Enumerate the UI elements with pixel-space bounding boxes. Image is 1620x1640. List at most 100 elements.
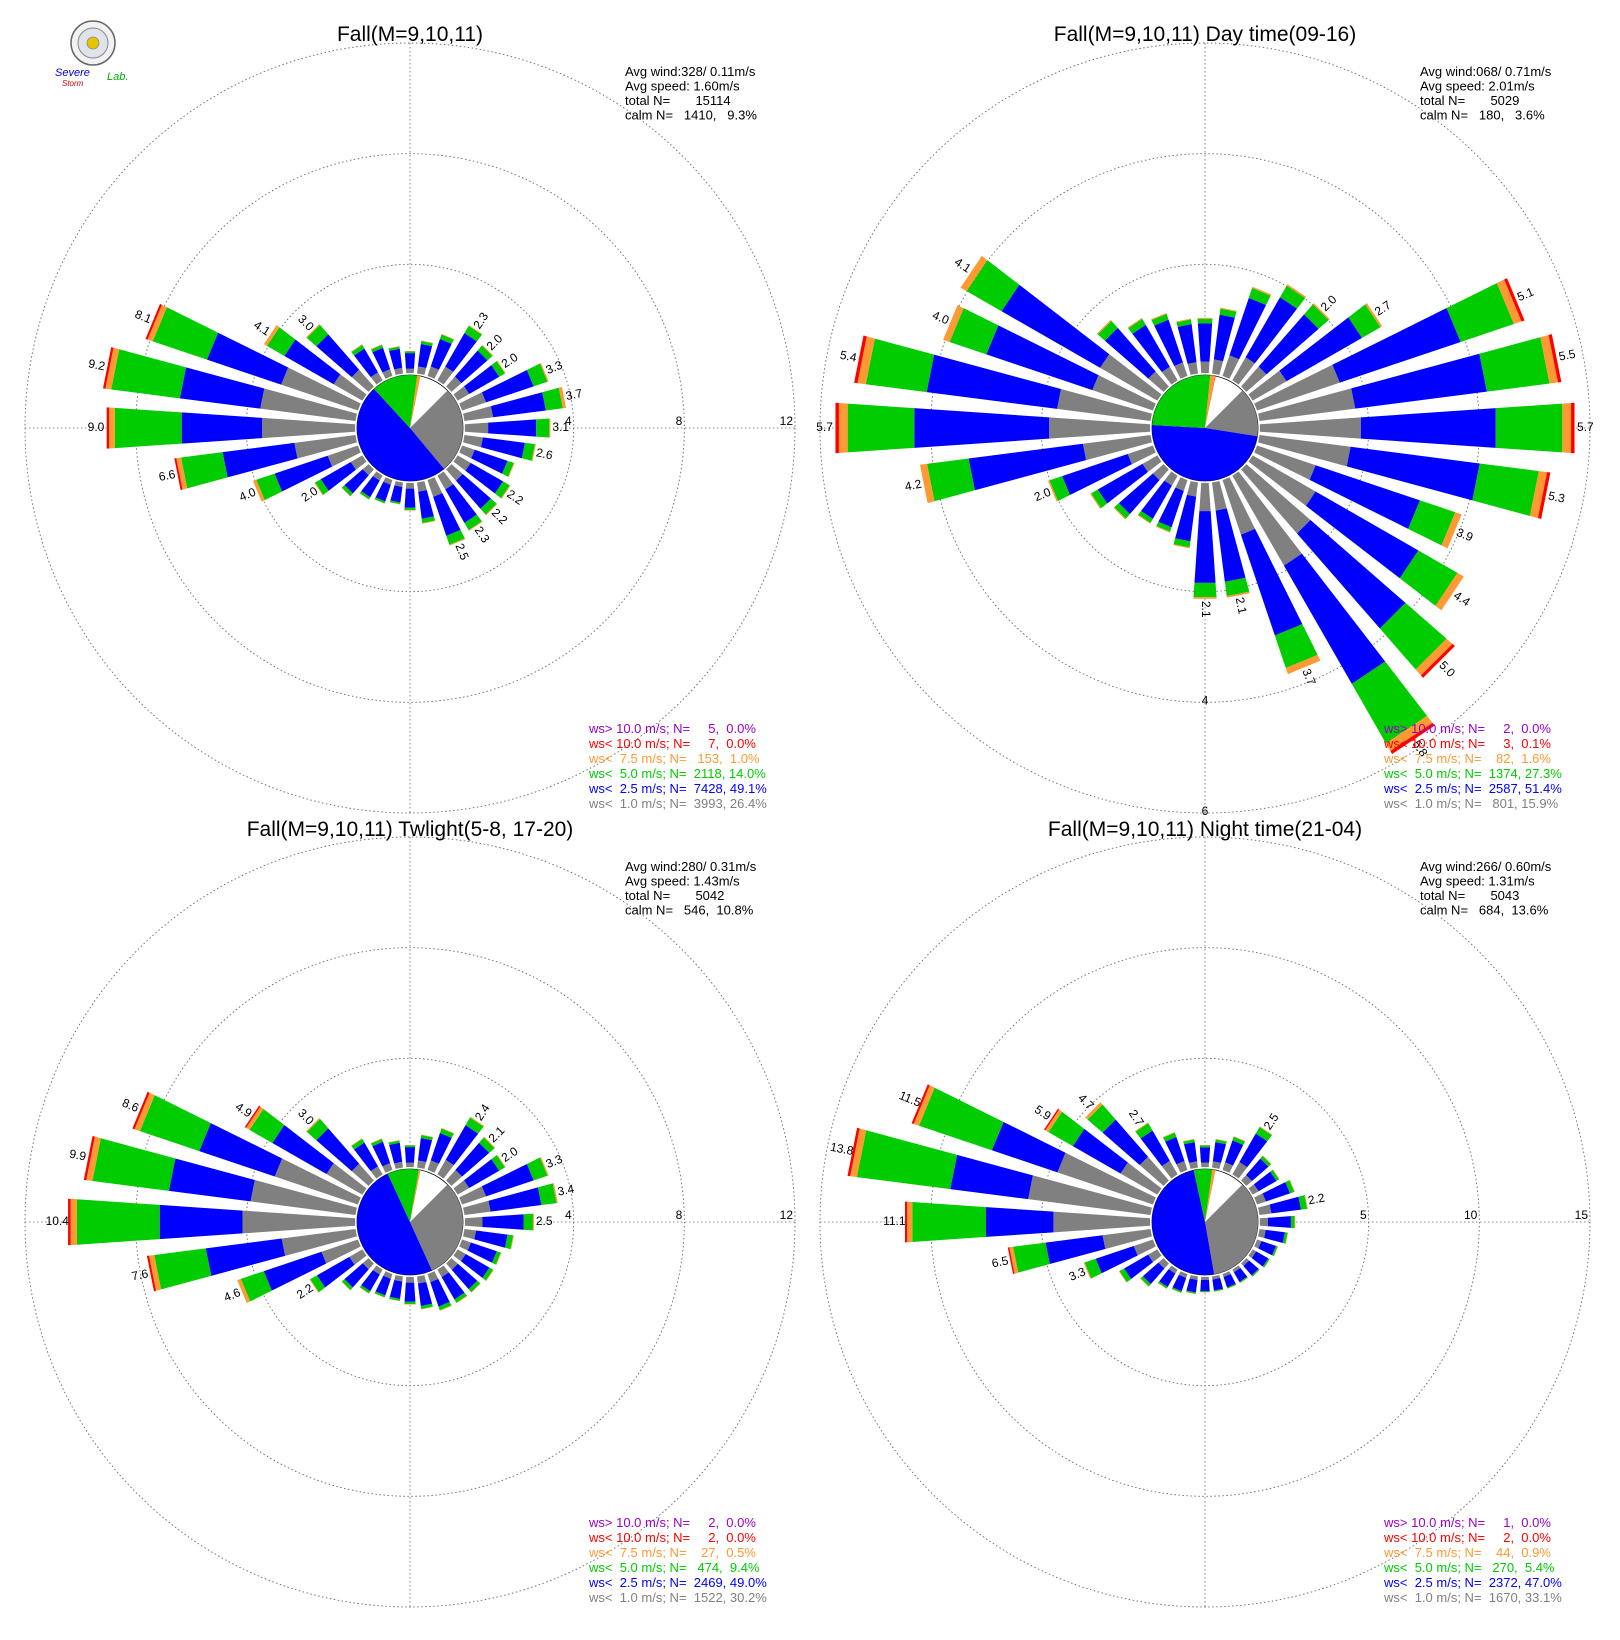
petal-segment bbox=[483, 1136, 496, 1149]
petal-segment bbox=[1222, 355, 1240, 379]
petal-segment bbox=[558, 386, 567, 409]
petal bbox=[1096, 319, 1169, 392]
petal bbox=[1258, 1229, 1289, 1244]
petal-segment bbox=[437, 366, 454, 385]
petal bbox=[359, 471, 383, 500]
petal bbox=[1241, 1155, 1272, 1186]
petal-segment bbox=[1161, 366, 1178, 385]
petal-segment bbox=[985, 1207, 1054, 1237]
petal-segment bbox=[1200, 1290, 1210, 1293]
petal-segment bbox=[427, 1160, 439, 1173]
petal-segment bbox=[1435, 572, 1464, 611]
petal-segment bbox=[1199, 1147, 1211, 1163]
petal bbox=[1044, 1108, 1162, 1195]
petal-segment bbox=[1272, 1245, 1278, 1257]
petal-segment bbox=[1286, 284, 1307, 299]
petal-segment bbox=[1495, 403, 1563, 453]
petal-segment bbox=[463, 1229, 477, 1240]
petal-segment bbox=[1248, 1184, 1259, 1195]
petal-segment bbox=[370, 372, 383, 385]
petal-segment bbox=[1171, 1288, 1182, 1294]
pie-slice bbox=[357, 1173, 432, 1275]
petal-segment bbox=[539, 1156, 549, 1176]
petal-segment bbox=[1529, 471, 1548, 519]
petal bbox=[1212, 1275, 1224, 1292]
petal-segment bbox=[441, 1127, 455, 1134]
petal-segment bbox=[521, 442, 535, 461]
pie-slice bbox=[1152, 375, 1211, 428]
petal-segment bbox=[1212, 1275, 1221, 1280]
petal bbox=[1090, 455, 1162, 509]
petal-segment bbox=[404, 1145, 416, 1148]
petal-segment bbox=[1183, 1139, 1195, 1145]
petal-segment bbox=[918, 1087, 1004, 1151]
petal-segment bbox=[835, 402, 839, 454]
petal-segment bbox=[1251, 1268, 1260, 1277]
stats-line: calm N= 180, 3.6% bbox=[1420, 108, 1545, 123]
pie-slice bbox=[410, 1169, 421, 1222]
petal-segment bbox=[417, 481, 427, 492]
petal-segment bbox=[445, 1125, 479, 1166]
petal bbox=[1248, 1249, 1270, 1268]
legend-entry: ws> 10.0 m/s; N= 2, 0.0% bbox=[1383, 721, 1551, 736]
petal-segment bbox=[372, 347, 391, 373]
petal-segment bbox=[390, 485, 403, 503]
petal bbox=[1173, 481, 1198, 549]
petal-segment bbox=[1045, 1235, 1106, 1265]
petal-segment bbox=[389, 500, 401, 505]
petal bbox=[1254, 278, 1525, 411]
petal-segment bbox=[1496, 279, 1522, 325]
petal-segment bbox=[1156, 521, 1172, 532]
petal bbox=[1200, 1276, 1210, 1293]
legend-entry: ws< 5.0 m/s; N= 270, 5.4% bbox=[1383, 1560, 1555, 1575]
petal-segment bbox=[453, 1180, 470, 1195]
stats-line: Avg wind:328/ 0.11m/s bbox=[625, 64, 756, 79]
petal-segment bbox=[405, 1162, 415, 1168]
petal-segment bbox=[351, 344, 363, 353]
petal-segment bbox=[1154, 319, 1183, 366]
petal-segment bbox=[463, 406, 494, 421]
petal-segment bbox=[919, 463, 935, 504]
petal-segment bbox=[1562, 403, 1572, 453]
petal-segment bbox=[1140, 1278, 1149, 1287]
petal-segment bbox=[433, 493, 461, 536]
petal-segment bbox=[394, 367, 403, 375]
petal-segment bbox=[1084, 1258, 1102, 1279]
petal-segment bbox=[438, 1301, 452, 1311]
petal-value-label: 3.3 bbox=[544, 358, 565, 377]
petal bbox=[145, 303, 361, 411]
petal-segment bbox=[405, 482, 415, 489]
petal-segment bbox=[1280, 285, 1306, 309]
petal-segment bbox=[453, 455, 471, 471]
petal bbox=[417, 340, 434, 375]
petal-segment bbox=[1212, 359, 1224, 375]
petal-segment bbox=[1254, 445, 1316, 480]
petal-value-label: 4.0 bbox=[930, 308, 951, 327]
petal-segment bbox=[237, 1278, 251, 1304]
petal bbox=[1232, 284, 1307, 385]
petal-segment bbox=[1212, 481, 1227, 511]
petal bbox=[1212, 307, 1237, 375]
petal bbox=[103, 347, 357, 421]
petal bbox=[306, 324, 374, 392]
petal bbox=[1162, 1132, 1188, 1173]
petal-segment bbox=[1165, 1136, 1185, 1165]
petal-segment bbox=[459, 1186, 487, 1205]
stats-line: Avg speed: 1.43m/s bbox=[625, 874, 740, 889]
petal-segment bbox=[316, 1256, 355, 1288]
petal-segment bbox=[479, 1137, 495, 1153]
petal-segment bbox=[1072, 1128, 1128, 1174]
petal-segment bbox=[1258, 388, 1356, 421]
petal-segment bbox=[404, 353, 416, 369]
ring-tick-label: 5 bbox=[1360, 1208, 1367, 1222]
petal-segment bbox=[441, 1272, 465, 1300]
petal-segment bbox=[134, 1092, 155, 1132]
petal-value-label: 4.0 bbox=[237, 485, 258, 504]
petal-segment bbox=[359, 1287, 370, 1294]
petal-segment bbox=[427, 1271, 439, 1283]
petal bbox=[1047, 445, 1156, 502]
petal bbox=[388, 1140, 403, 1169]
petal-segment bbox=[1178, 1271, 1188, 1278]
petal-segment bbox=[344, 1263, 369, 1288]
petal-segment bbox=[1142, 1262, 1165, 1285]
